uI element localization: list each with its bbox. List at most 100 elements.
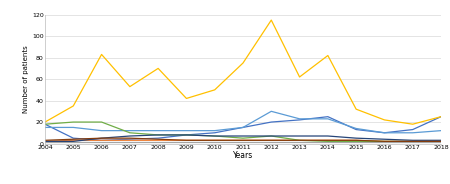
sclera <box>410 141 415 144</box>
conjunctiva <box>99 139 104 141</box>
sclera <box>212 141 217 144</box>
trauma <box>155 138 161 140</box>
lens <box>99 121 104 123</box>
iris/cb <box>240 126 246 128</box>
iris/cb <box>438 130 444 132</box>
lens <box>410 140 415 142</box>
glaucoma <box>99 53 104 56</box>
sclera <box>382 141 387 144</box>
cornea <box>382 132 387 134</box>
hypotony <box>382 138 387 140</box>
cornea <box>42 123 48 125</box>
trauma <box>269 139 274 141</box>
trauma <box>71 138 76 140</box>
hypotony <box>184 134 189 136</box>
trauma <box>99 137 104 139</box>
iris/cb <box>325 118 331 120</box>
sclera <box>438 141 444 144</box>
cornea <box>410 128 415 131</box>
glaucoma <box>325 54 331 57</box>
lens <box>382 140 387 142</box>
glaucoma <box>269 19 274 21</box>
iris/cb <box>410 132 415 134</box>
cornea <box>99 139 104 141</box>
iris/cb <box>184 130 189 132</box>
glaucoma <box>42 121 48 123</box>
Line: lens: lens <box>45 122 441 141</box>
conjunctiva <box>325 139 331 141</box>
iris/cb <box>269 110 274 112</box>
Line: cornea: cornea <box>45 117 441 140</box>
lens <box>240 137 246 139</box>
hypotony <box>240 135 246 137</box>
cornea <box>269 121 274 123</box>
trauma <box>240 139 246 141</box>
conjunctiva <box>269 139 274 141</box>
cornea <box>71 137 76 139</box>
trauma <box>410 140 415 142</box>
conjunctiva <box>297 139 302 141</box>
trauma <box>127 137 133 139</box>
hypotony <box>353 137 359 139</box>
iris/cb <box>382 132 387 134</box>
hypotony <box>155 134 161 136</box>
cornea <box>212 132 217 134</box>
conjunctiva <box>240 139 246 141</box>
cornea <box>127 138 133 140</box>
iris/cb <box>127 130 133 132</box>
hypotony <box>297 135 302 137</box>
hypotony <box>42 140 48 142</box>
sclera <box>240 141 246 144</box>
glaucoma <box>71 105 76 107</box>
lens <box>184 134 189 136</box>
Line: trauma: trauma <box>45 138 441 141</box>
Line: hypotony: hypotony <box>45 135 441 141</box>
trauma <box>382 140 387 142</box>
cornea <box>325 116 331 118</box>
lens <box>325 140 331 142</box>
cornea <box>297 119 302 121</box>
iris/cb <box>212 130 217 132</box>
Y-axis label: Number of patients: Number of patients <box>23 45 29 113</box>
iris/cb <box>42 126 48 128</box>
glaucoma <box>127 86 133 88</box>
X-axis label: Years: Years <box>233 151 253 160</box>
conjunctiva <box>184 139 189 141</box>
glaucoma <box>382 119 387 121</box>
hypotony <box>325 135 331 137</box>
conjunctiva <box>127 139 133 141</box>
trauma <box>353 139 359 141</box>
conjunctiva <box>438 140 444 142</box>
sclera <box>325 141 331 144</box>
hypotony <box>212 135 217 137</box>
cornea <box>184 134 189 136</box>
hypotony <box>269 135 274 137</box>
hypotony <box>99 137 104 139</box>
sclera <box>99 141 104 144</box>
Line: conjunctiva: conjunctiva <box>45 140 441 141</box>
lens <box>155 134 161 136</box>
lens <box>71 121 76 123</box>
sclera <box>71 141 76 144</box>
Line: glaucoma: glaucoma <box>45 20 441 124</box>
conjunctiva <box>212 139 217 141</box>
trauma <box>212 139 217 141</box>
glaucoma <box>353 108 359 110</box>
lens <box>127 132 133 134</box>
sclera <box>155 141 161 144</box>
trauma <box>438 140 444 142</box>
trauma <box>184 139 189 141</box>
glaucoma <box>212 89 217 91</box>
hypotony <box>71 140 76 142</box>
iris/cb <box>155 130 161 132</box>
glaucoma <box>240 62 246 64</box>
conjunctiva <box>42 140 48 142</box>
conjunctiva <box>71 139 76 141</box>
hypotony <box>410 139 415 141</box>
cornea <box>240 126 246 128</box>
lens <box>269 135 274 137</box>
sclera <box>297 141 302 144</box>
lens <box>353 140 359 142</box>
conjunctiva <box>155 139 161 141</box>
sclera <box>353 141 359 144</box>
